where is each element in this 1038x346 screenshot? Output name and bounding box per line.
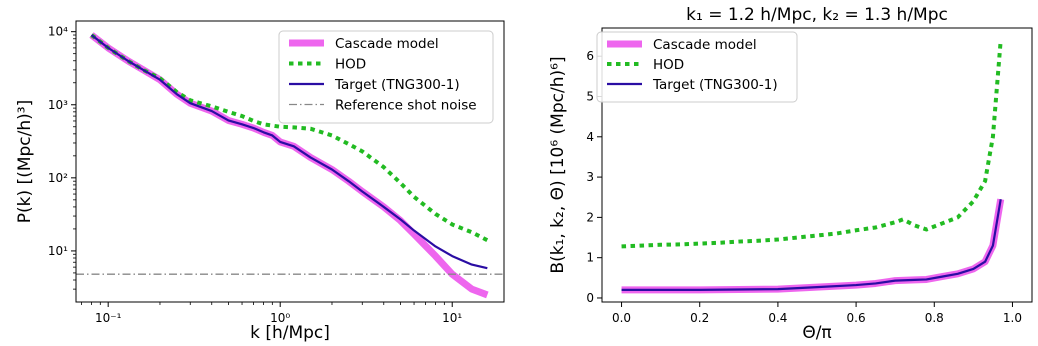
legend-label: Cascade model bbox=[653, 37, 757, 53]
legend: Cascade model HOD Target (TNG300-1) Referen… bbox=[278, 30, 494, 124]
x-tick-label: 10¹ bbox=[442, 311, 462, 325]
series-group bbox=[621, 39, 1005, 294]
legend-label: Cascade model bbox=[335, 36, 439, 52]
y-tick-label: 10⁴ bbox=[48, 25, 68, 39]
axes-frame bbox=[75, 20, 505, 303]
y-tick-label: 2 bbox=[586, 210, 594, 224]
bispectrum-panel: 0.0 0.2 0.4 0.6 0.8 1.0 0 1 2 3 4 5 6 Θ/π B(k₁, k₂, Θ)… bbox=[548, 5, 1033, 343]
y-axis-label: B(k₁, k₂, Θ) [10⁶ (Mpc/h)⁶] bbox=[548, 56, 568, 273]
x-tick-label: 10⁻¹ bbox=[95, 311, 122, 325]
y-tick-label: 3 bbox=[586, 170, 594, 184]
legend-label: HOD bbox=[335, 57, 366, 73]
chart-title: k₁ = 1.2 h/Mpc, k₂ = 1.3 h/Mpc bbox=[686, 5, 948, 25]
x-axis-label: Θ/π bbox=[802, 323, 831, 343]
legend-box bbox=[278, 30, 494, 124]
legend-box bbox=[596, 31, 798, 103]
x-tick-label: 1.0 bbox=[1003, 311, 1022, 325]
legend-label: Target (TNG300-1) bbox=[652, 77, 778, 93]
y-tick-label: 10¹ bbox=[48, 244, 68, 258]
x-tick-label: 0.0 bbox=[612, 311, 631, 325]
y-tick-label: 6 bbox=[586, 49, 594, 63]
y-tick-label: 10² bbox=[48, 171, 68, 185]
y-tick-label: 0 bbox=[586, 291, 594, 305]
series-line-hod bbox=[621, 39, 1003, 249]
y-axis-label: P(k) [(Mpc/h)³] bbox=[15, 100, 35, 223]
x-tick-label: 0.2 bbox=[690, 311, 709, 325]
series-line-target bbox=[90, 34, 488, 270]
x-tick-label: 0.4 bbox=[768, 311, 787, 325]
x-tick-label: 0.6 bbox=[847, 311, 866, 325]
axes-frame bbox=[601, 27, 1033, 303]
y-tick-label: 5 bbox=[586, 90, 594, 104]
x-tick-label: 10⁰ bbox=[270, 311, 290, 325]
power-spectrum-panel: 10⁻¹ 10⁰ 10¹ 10¹ 10² 10³ 10⁴ k [h/Mpc] P(k) [(Mp… bbox=[15, 20, 505, 343]
legend-label: Reference shot noise bbox=[335, 98, 477, 114]
legend-label: Target (TNG300-1) bbox=[334, 77, 460, 93]
y-tick-label: 4 bbox=[586, 130, 594, 144]
x-tick-label: 0.8 bbox=[925, 311, 944, 325]
series-group bbox=[76, 32, 504, 299]
series-line-target bbox=[621, 199, 1002, 292]
legend-label: HOD bbox=[653, 57, 684, 73]
x-axis-label: k [h/Mpc] bbox=[250, 323, 330, 343]
y-tick-label: 10³ bbox=[48, 98, 68, 112]
series-line-hod bbox=[90, 33, 489, 243]
legend: Cascade model HOD Target (TNG300-1) bbox=[596, 31, 798, 103]
y-tick-label: 1 bbox=[586, 251, 594, 265]
